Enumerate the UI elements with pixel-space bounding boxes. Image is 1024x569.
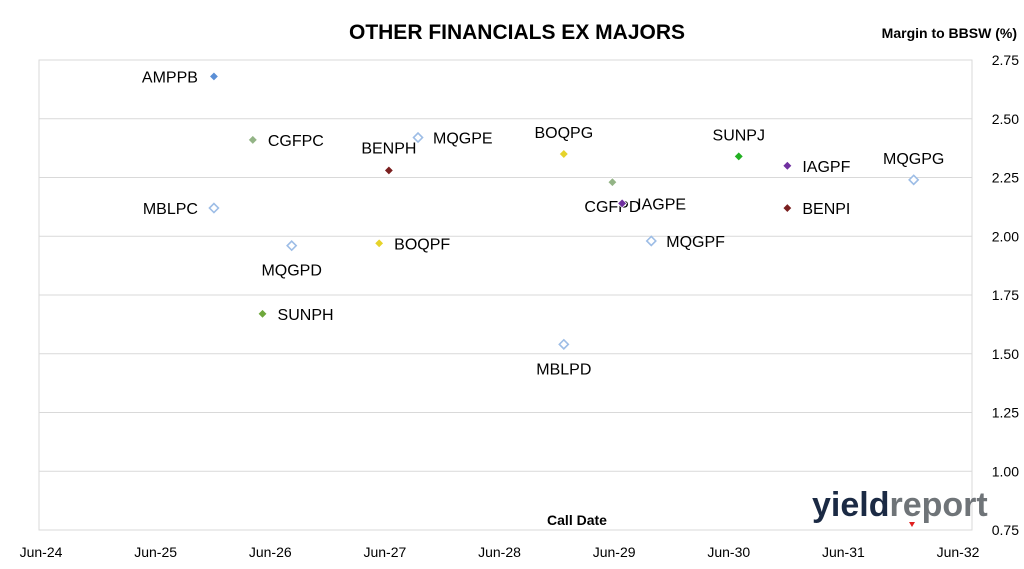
x-tick-label: Jun-28: [478, 544, 521, 560]
point-marker-benpi: [782, 202, 793, 214]
point-marker-sunpj: [733, 151, 744, 162]
point-label-mblpc: MBLPC: [143, 201, 198, 218]
point-marker-boqpg: [558, 148, 569, 160]
y-tick-label: 1.50: [992, 346, 1019, 362]
point-marker-iagpf: [782, 160, 793, 171]
plot-area-frame: [38, 59, 973, 531]
x-tick-label: Jun-27: [363, 544, 406, 560]
y-tick-label: 2.00: [992, 228, 1019, 244]
y-tick-label: 1.25: [992, 405, 1019, 421]
point-label-benpi: BENPI: [802, 201, 850, 218]
point-label-mqgpg: MQGPG: [883, 151, 944, 168]
logo-text-report: report: [889, 486, 987, 524]
point-marker-mqgpd: [286, 240, 298, 252]
point-marker-cgfpd: [607, 177, 618, 188]
y-tick-labels: 0.75 1.00 1.25 1.50 1.75 2.00 2.25 2.50 2.75: [992, 52, 1019, 538]
point-label-cgfpd: CGFPD: [584, 199, 640, 216]
point-label-boqpg: BOQPG: [534, 125, 593, 142]
x-tick-label: Jun-24: [20, 544, 63, 560]
point-label-cgfpc: CGFPC: [268, 133, 324, 150]
x-tick-label: Jun-26: [249, 544, 292, 560]
y-tick-label: 1.00: [992, 463, 1019, 479]
point-label-mqgpd: MQGPD: [261, 263, 321, 280]
point-marker-boqpf: [374, 238, 385, 249]
y-tick-label: 2.75: [992, 52, 1019, 68]
x-tick-labels: Jun-24 Jun-25 Jun-26 Jun-27 Jun-28 Jun-29 Jun-…: [20, 544, 980, 560]
point-marker-cgfpc: [247, 134, 258, 145]
x-tick-label: Jun-30: [707, 544, 750, 560]
point-label-sunpj: SUNPJ: [713, 127, 765, 144]
yieldreport-logo: yieldreport: [812, 486, 988, 527]
x-tick-label: Jun-31: [822, 544, 865, 560]
point-marker-mblpd: [558, 338, 570, 350]
x-tick-label: Jun-32: [937, 544, 980, 560]
x-tick-label: Jun-25: [134, 544, 177, 560]
data-points: AMPPB MBLPC CGFPC MQGPD SUNPH BENPH BOQPF MQGPE…: [142, 69, 944, 378]
x-axis-title: Call Date: [547, 512, 607, 528]
x-tick-label: Jun-29: [593, 544, 636, 560]
point-label-benph: BENPH: [361, 140, 416, 157]
point-marker-mqgpg: [908, 174, 920, 186]
point-marker-iagpe: [617, 198, 628, 209]
y-tick-label: 2.50: [992, 111, 1019, 127]
logo-text-yield: yield: [812, 486, 889, 524]
point-label-iagpf: IAGPF: [802, 159, 850, 176]
logo-accent-triangle: [909, 522, 915, 527]
point-marker-amppb: [208, 71, 220, 82]
point-marker-mqgpe: [412, 131, 424, 144]
chart-title: OTHER FINANCIALS EX MAJORS: [349, 21, 685, 44]
y-axis-title: Margin to BBSW (%): [882, 25, 1017, 41]
point-label-mqgpe: MQGPE: [433, 131, 493, 148]
point-label-iagpe: IAGPE: [637, 196, 686, 213]
point-marker-mqgpf: [645, 235, 657, 247]
point-label-mqgpf: MQGPF: [666, 234, 725, 251]
y-tick-label: 1.75: [992, 287, 1019, 303]
point-marker-sunph: [257, 308, 268, 319]
point-marker-mblpc: [208, 202, 220, 214]
point-marker-benph: [383, 165, 394, 176]
point-label-sunph: SUNPH: [278, 307, 334, 324]
svg-text:yieldreport: yieldreport: [812, 486, 988, 524]
y-tick-label: 2.25: [992, 170, 1019, 186]
point-label-mblpd: MBLPD: [536, 361, 591, 378]
point-label-boqpf: BOQPF: [394, 236, 450, 253]
y-tick-label: 0.75: [992, 522, 1019, 538]
point-label-amppb: AMPPB: [142, 69, 198, 86]
